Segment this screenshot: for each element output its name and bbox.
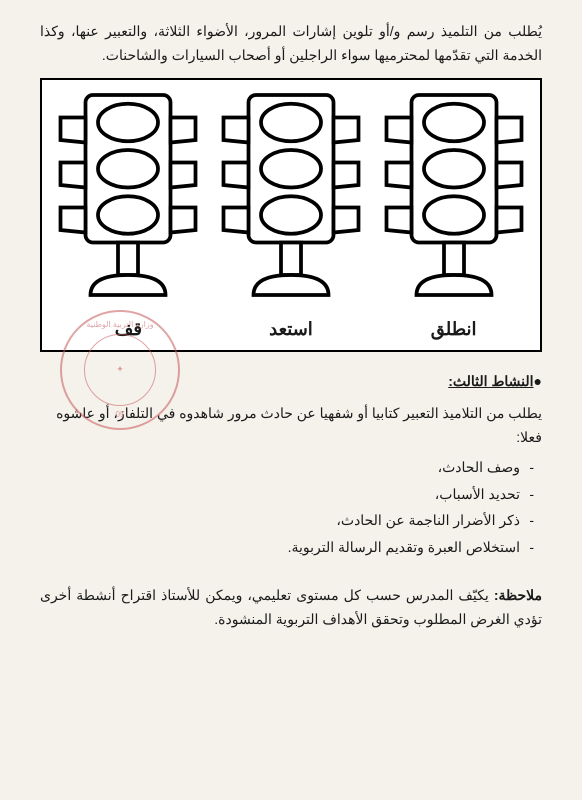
traffic-light-icon — [53, 90, 203, 303]
note-label: ملاحظة: — [494, 587, 542, 603]
activity-title: النشاط الثالث: — [40, 370, 542, 394]
activity-prompt: يطلب من التلاميذ التعبير كتابيا أو شفهيا… — [40, 402, 542, 450]
label-go: انطلق — [375, 314, 532, 345]
label-stop: قف — [50, 314, 207, 345]
list-item: ذكر الأضرار الناجمة عن الحادث، — [40, 509, 520, 533]
note-paragraph: ملاحظة: يكيّف المدرس حسب كل مستوى تعليمي… — [40, 584, 542, 632]
traffic-lights-figure: انطلق استعد — [40, 78, 542, 353]
traffic-light-ready: استعد — [213, 90, 370, 345]
traffic-light-icon — [216, 90, 366, 303]
intro-text: يُطلب من التلميذ رسم و/أو تلوين إشارات ا… — [40, 20, 542, 68]
note-text: يكيّف المدرس حسب كل مستوى تعليمي، ويمكن … — [40, 587, 542, 627]
list-item: وصف الحادث، — [40, 456, 520, 480]
label-ready: استعد — [213, 314, 370, 345]
traffic-light-stop: قف — [50, 90, 207, 345]
list-item: تحديد الأسباب، — [40, 483, 520, 507]
activity-bullet-list: وصف الحادث، تحديد الأسباب، ذكر الأضرار ا… — [40, 456, 542, 560]
traffic-light-go: انطلق — [375, 90, 532, 345]
traffic-light-icon — [379, 90, 529, 303]
list-item: استخلاص العبرة وتقديم الرسالة التربوية. — [40, 536, 520, 560]
